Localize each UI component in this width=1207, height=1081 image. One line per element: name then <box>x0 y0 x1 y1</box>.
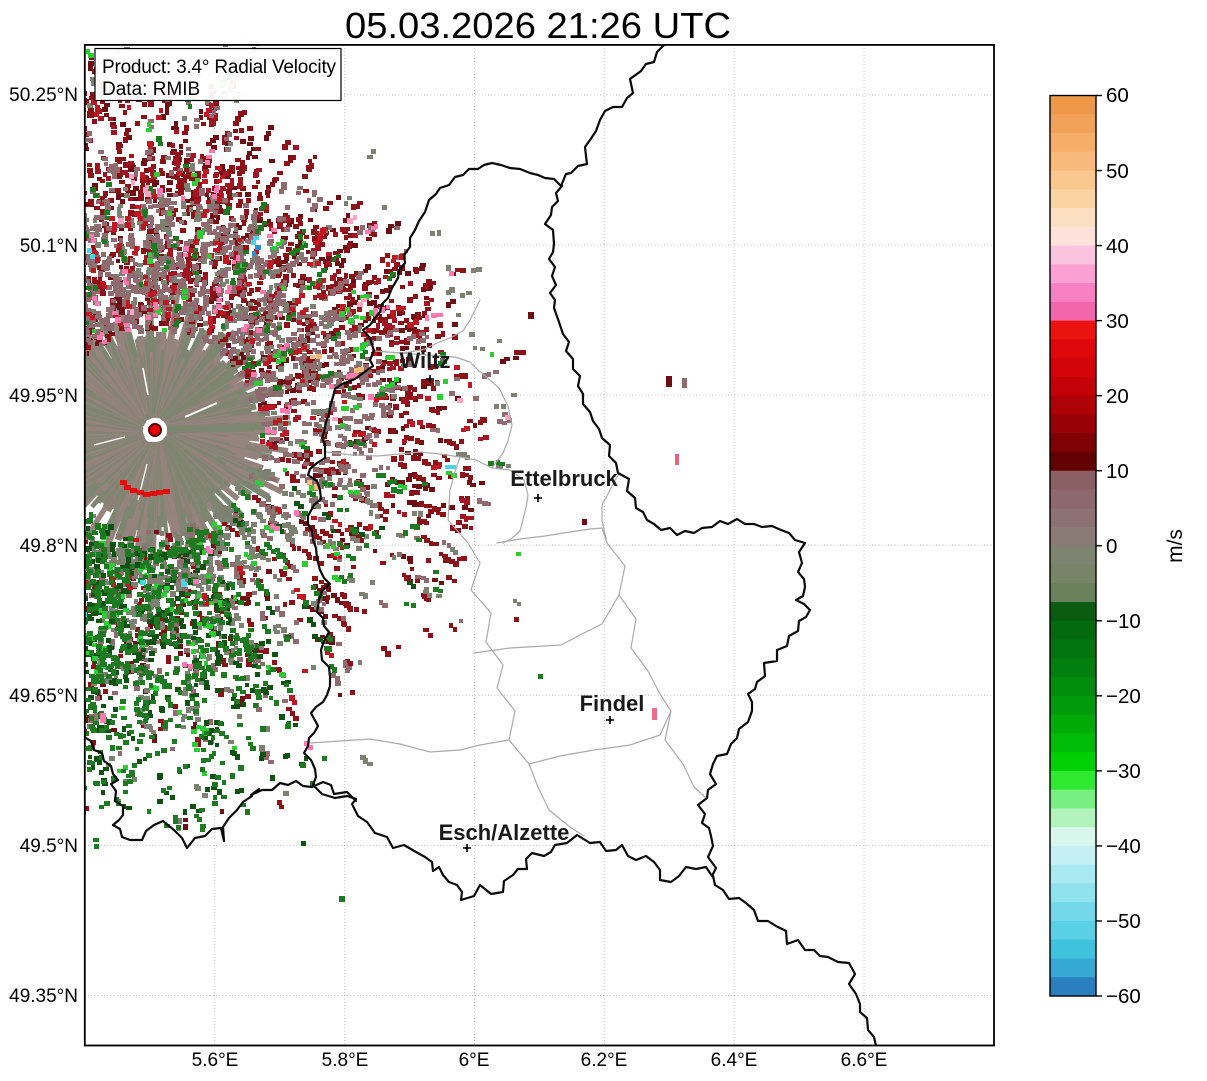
svg-text:0: 0 <box>1106 535 1117 558</box>
svg-text:49.8°N: 49.8°N <box>20 536 78 557</box>
svg-text:50.1°N: 50.1°N <box>20 236 78 257</box>
svg-text:10: 10 <box>1106 460 1129 483</box>
svg-text:60: 60 <box>1106 84 1129 107</box>
svg-text:Product: 3.4° Radial Velocity: Product: 3.4° Radial Velocity <box>102 57 337 78</box>
svg-text:50: 50 <box>1106 160 1129 183</box>
svg-text:6.6°E: 6.6°E <box>841 1050 888 1071</box>
svg-text:50.25°N: 50.25°N <box>9 85 78 106</box>
svg-text:−40: −40 <box>1106 835 1141 858</box>
svg-text:05.03.2026 21:26 UTC: 05.03.2026 21:26 UTC <box>345 5 731 46</box>
svg-text:6.2°E: 6.2°E <box>581 1050 628 1071</box>
svg-text:49.5°N: 49.5°N <box>20 836 78 857</box>
svg-text:−60: −60 <box>1106 985 1141 1008</box>
svg-text:5.6°E: 5.6°E <box>192 1050 239 1071</box>
svg-text:Ettelbruck: Ettelbruck <box>510 466 618 491</box>
svg-text:−50: −50 <box>1106 910 1141 933</box>
svg-text:40: 40 <box>1106 235 1129 258</box>
svg-text:6.4°E: 6.4°E <box>711 1050 758 1071</box>
svg-text:Findel: Findel <box>580 691 645 716</box>
svg-text:20: 20 <box>1106 385 1129 408</box>
svg-text:6°E: 6°E <box>459 1050 490 1071</box>
svg-text:5.8°E: 5.8°E <box>322 1050 369 1071</box>
svg-text:m/s: m/s <box>1164 529 1187 563</box>
svg-text:Wiltz: Wiltz <box>399 348 450 373</box>
svg-text:−10: −10 <box>1106 610 1141 633</box>
svg-text:49.65°N: 49.65°N <box>9 686 78 707</box>
svg-text:30: 30 <box>1106 310 1129 333</box>
svg-text:Data: RMIB: Data: RMIB <box>102 79 200 100</box>
svg-text:Esch/Alzette: Esch/Alzette <box>439 820 570 845</box>
svg-text:−30: −30 <box>1106 760 1141 783</box>
svg-text:49.95°N: 49.95°N <box>9 386 78 407</box>
svg-text:49.35°N: 49.35°N <box>9 986 78 1007</box>
svg-text:−20: −20 <box>1106 685 1141 708</box>
